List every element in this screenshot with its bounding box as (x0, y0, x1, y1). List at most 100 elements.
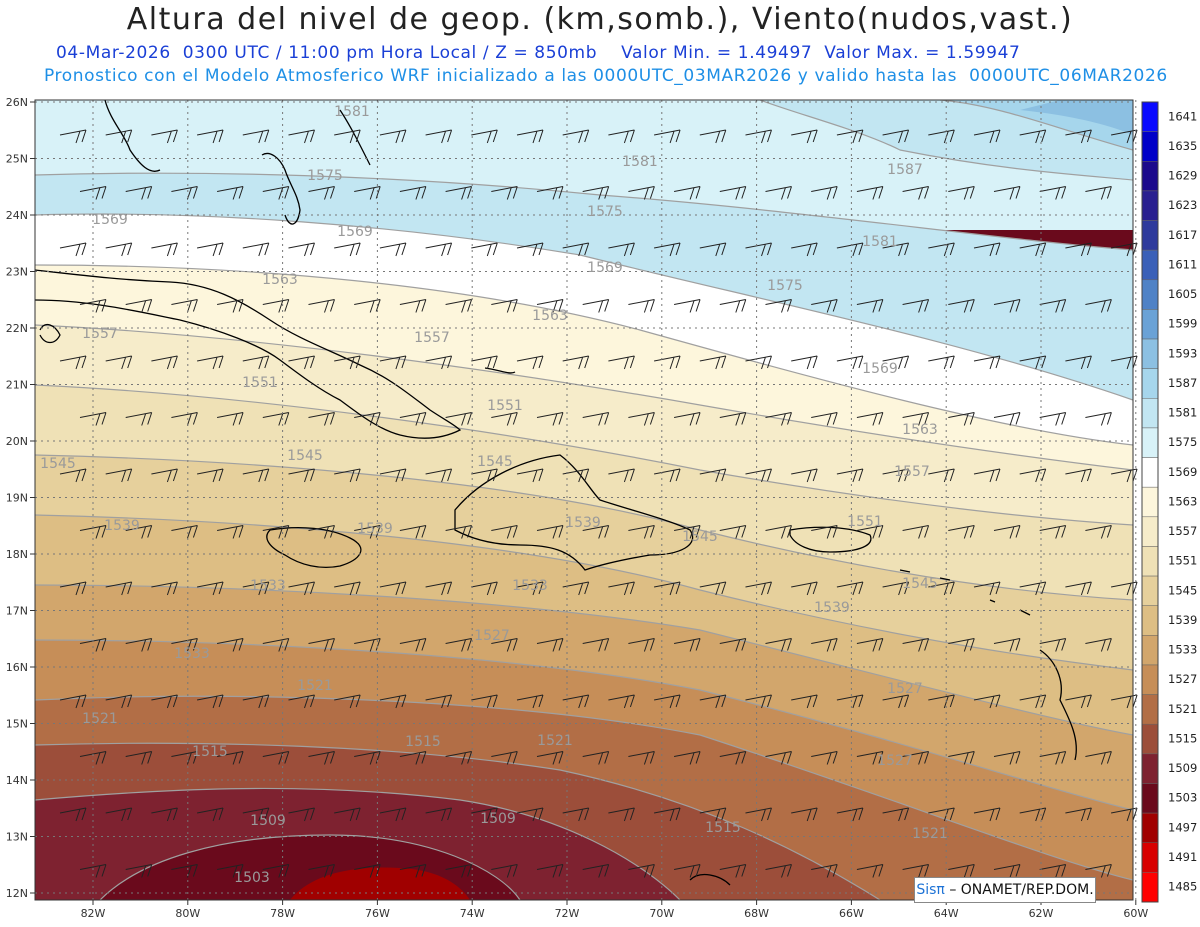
wind-barb (765, 864, 792, 878)
wind-barb (288, 242, 315, 257)
latitude-tick-label: 16N (6, 661, 28, 674)
wind-barb (836, 129, 864, 144)
model-run-info: Pronostico con el Modelo Atmosferico WRF… (44, 66, 1168, 86)
contour-value-label: 1545 (40, 456, 76, 472)
wind-barb (882, 242, 910, 257)
wind-barb (79, 299, 107, 313)
wind-barb (582, 751, 610, 765)
contour-value-label: 1563 (902, 422, 938, 438)
wind-barb (197, 468, 224, 483)
wind-barb (308, 186, 335, 200)
contour-value-label: 1509 (250, 813, 286, 829)
wind-barb (628, 186, 655, 200)
wind-barb (79, 186, 107, 200)
wind-barb (582, 864, 610, 878)
wind-barb (1039, 751, 1067, 765)
colorbar-swatch (1141, 368, 1159, 399)
wind-barb (654, 581, 681, 596)
wind-barb (516, 468, 544, 483)
wind-barb (765, 751, 792, 765)
contour-value-label: 1575 (307, 168, 343, 184)
wind-barb (354, 525, 381, 539)
contour-value-label: 1551 (847, 514, 883, 530)
wind-barb (399, 638, 427, 652)
wind-barb (948, 412, 975, 426)
wind-barb (1065, 129, 1092, 144)
wind-barb (674, 299, 701, 313)
wind-barb (811, 864, 838, 878)
wind-barb (856, 751, 884, 765)
wind-barb (171, 525, 198, 539)
wind-barb (536, 412, 564, 426)
wind-barb (516, 807, 544, 822)
wind-barb (354, 299, 381, 313)
latitude-tick-label: 20N (6, 435, 28, 448)
wind-barb (882, 129, 910, 144)
wind-barb (471, 807, 498, 822)
wind-barb (719, 864, 747, 878)
wind-barb (973, 468, 1001, 483)
wind-barb (105, 129, 133, 144)
wind-barb (105, 468, 133, 483)
wind-barb (1085, 751, 1112, 765)
wind-barb (171, 638, 198, 652)
wind-barb (1039, 186, 1067, 200)
wind-barb (811, 751, 838, 765)
colorbar-swatch (1141, 427, 1159, 458)
wind-barb (654, 242, 681, 257)
latitude-tick-label: 12N (6, 887, 28, 900)
wind-barb (699, 468, 727, 483)
wind-barb (654, 807, 681, 822)
wind-barb (471, 355, 498, 370)
wind-barb (536, 751, 564, 765)
wind-barb (745, 807, 772, 822)
wind-barb (288, 581, 315, 596)
colorbar-swatch (1141, 723, 1159, 755)
contour-value-label: 1569 (92, 212, 128, 228)
wind-barb (674, 751, 701, 765)
wind-barb (242, 355, 270, 370)
wind-barb (856, 186, 884, 200)
wind-barb (1085, 299, 1112, 313)
colorbar-label: 1503 (1168, 791, 1197, 805)
wind-barb (719, 299, 747, 313)
wind-barb (562, 694, 590, 709)
wind-barb (262, 525, 290, 539)
longitude-tick-label: 62W (1029, 907, 1054, 920)
contour-value-label: 1551 (487, 398, 523, 414)
wind-barb (928, 468, 955, 483)
contour-value-label: 1515 (192, 744, 228, 760)
wind-barb (608, 242, 635, 257)
geopotential-shading (35, 100, 1133, 900)
wind-barb (491, 412, 518, 426)
wind-barb (105, 807, 133, 822)
wind-barb (674, 412, 701, 426)
contour-value-label: 1539 (357, 521, 393, 537)
wind-barb (719, 412, 747, 426)
colorbar-label: 1527 (1168, 672, 1197, 686)
contour-value-label: 1539 (565, 515, 601, 531)
wind-barb (654, 355, 681, 370)
longitude-tick-label: 60W (1123, 907, 1148, 920)
colorbar-swatch (1141, 486, 1159, 518)
longitude-tick-label: 78W (270, 907, 295, 920)
longitude-tick-label: 82W (81, 907, 106, 920)
colorbar-label: 1611 (1168, 257, 1197, 271)
wind-barb (151, 468, 178, 483)
colorbar-swatch (1141, 161, 1159, 192)
wind-barb (973, 242, 1001, 257)
wind-barb (288, 129, 315, 144)
contour-value-label: 1515 (405, 734, 441, 750)
wind-barb (811, 412, 838, 426)
colorbar-label: 1635 (1168, 139, 1197, 153)
wind-barb (445, 299, 473, 313)
wind-barb (516, 129, 544, 144)
wind-barb (699, 807, 727, 822)
latitude-tick-label: 26N (6, 96, 28, 109)
valid-time-info: 04-Mar-2026 0300 UTC / 11:00 pm Hora Loc… (56, 43, 1021, 63)
wind-barb (425, 355, 453, 370)
wind-barb (562, 129, 590, 144)
wind-barb (1019, 242, 1047, 257)
wind-barb (882, 468, 910, 483)
